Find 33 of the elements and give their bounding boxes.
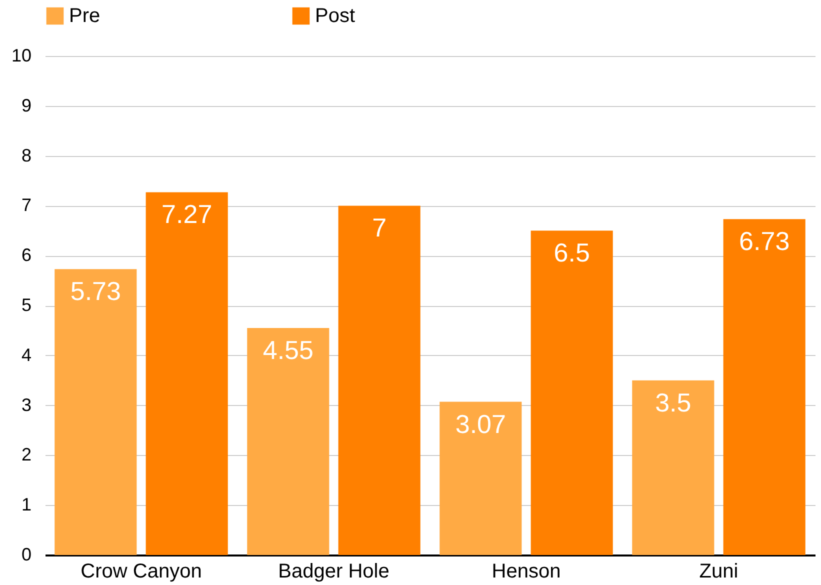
data-label: 5.73 bbox=[70, 276, 121, 306]
y-tick-label: 1 bbox=[21, 494, 32, 515]
y-tick-label: 6 bbox=[21, 245, 32, 266]
x-tick-label: Henson bbox=[492, 560, 561, 582]
bar bbox=[632, 380, 714, 555]
y-tick-label: 8 bbox=[21, 145, 32, 166]
y-tick-label: 5 bbox=[21, 295, 32, 315]
y-tick-label: 3 bbox=[21, 394, 32, 415]
data-label: 7 bbox=[372, 212, 387, 243]
bar bbox=[530, 230, 613, 555]
bar bbox=[440, 402, 522, 555]
x-tick-label: Crow Canyon bbox=[80, 560, 202, 582]
y-tick-label: 4 bbox=[21, 344, 32, 365]
legend-label: Post bbox=[315, 5, 356, 27]
data-label: 4.55 bbox=[262, 334, 314, 365]
bar bbox=[54, 269, 137, 555]
x-tick-label: Zuni bbox=[699, 560, 738, 582]
bar bbox=[247, 328, 330, 555]
bar bbox=[723, 219, 806, 555]
bar bbox=[146, 192, 228, 555]
y-tick-label: 10 bbox=[11, 46, 32, 66]
data-label: 7.27 bbox=[162, 199, 212, 230]
data-label: 6.73 bbox=[739, 226, 790, 256]
data-label: 6.5 bbox=[554, 238, 590, 268]
bar bbox=[338, 206, 420, 555]
data-label: 3.07 bbox=[455, 408, 506, 439]
x-tick-label: Badger Hole bbox=[278, 560, 390, 582]
data-label: 3.5 bbox=[655, 387, 692, 418]
legend-label: Pre bbox=[69, 5, 100, 27]
y-tick-label: 0 bbox=[21, 544, 32, 564]
y-tick-label: 7 bbox=[21, 195, 32, 216]
y-tick-label: 9 bbox=[21, 95, 32, 116]
y-tick-label: 2 bbox=[21, 444, 32, 465]
